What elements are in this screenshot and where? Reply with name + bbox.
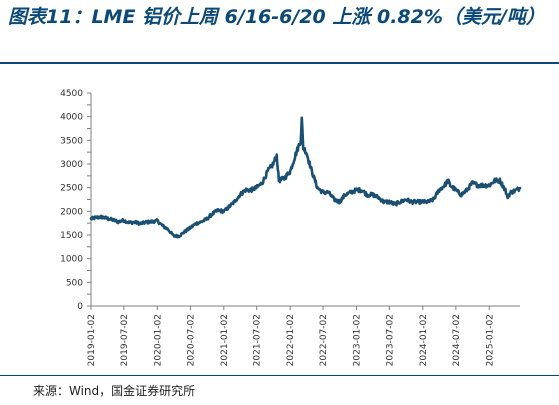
y-tick-label: 1000 — [60, 255, 83, 265]
y-tick-label: 3500 — [60, 136, 83, 146]
y-axis: 0 500 1000 1500 2000 2500 3000 3500 4000 4500 — [60, 89, 92, 312]
series-layer — [89, 116, 522, 239]
line-chart: 0 500 1000 1500 2000 2500 3000 3500 4000 4500 201… — [60, 89, 522, 366]
x-tick-label: 2024-07-02 — [452, 314, 462, 366]
x-tick-label: 2022-01-02 — [286, 314, 296, 366]
source-note: 来源：Wind，国金证券研究所 — [33, 384, 196, 398]
y-tick-label: 1500 — [60, 231, 83, 241]
x-tick-label: 2021-01-02 — [220, 314, 230, 366]
chart-title: 图表11：LME 铝价上周 6/16-6/20 上涨 0.82%（美元/吨） — [8, 6, 545, 28]
x-tick-label: 2023-07-02 — [385, 314, 395, 366]
x-tick-label: 2020-07-02 — [186, 314, 196, 366]
y-tick-label: 0 — [77, 302, 83, 312]
y-tick-label: 500 — [66, 278, 83, 288]
x-tick-label: 2021-07-02 — [253, 314, 263, 366]
x-tick-label: 2019-01-02 — [87, 314, 97, 366]
x-axis: 2019-01-02 2019-07-02 2020-01-02 2020-07-02… — [87, 305, 520, 366]
x-tick-label: 2020-01-02 — [153, 314, 163, 366]
x-tick-label: 2022-07-02 — [319, 314, 329, 366]
source-divider — [0, 375, 559, 376]
y-tick-label: 4000 — [60, 113, 83, 123]
y-tick-label: 4500 — [60, 89, 83, 99]
y-tick-label: 2000 — [60, 207, 83, 217]
title-divider — [0, 62, 559, 64]
x-tick-label: 2023-01-02 — [352, 314, 362, 366]
x-tick-label: 2024-01-02 — [419, 314, 429, 366]
x-tick-label: 2025-01-02 — [485, 314, 495, 366]
x-tick-label: 2019-07-02 — [120, 314, 130, 366]
y-tick-label: 3000 — [60, 160, 83, 170]
series-line — [89, 116, 522, 239]
y-tick-label: 2500 — [60, 184, 83, 194]
